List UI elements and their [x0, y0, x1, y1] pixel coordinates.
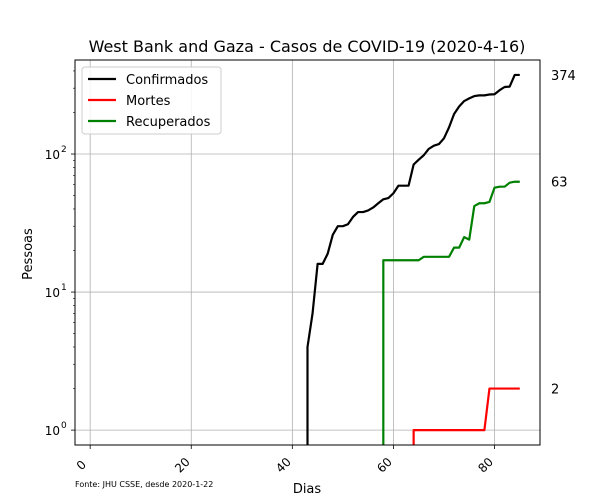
legend-label-confirmados: Confirmados — [126, 73, 208, 88]
end-label-recuperados: 63 — [551, 176, 568, 191]
footnote: Fonte: JHU CSSE, desde 2020-1-22 — [75, 480, 213, 489]
series-line-confirmados — [306, 73, 520, 445]
series-layer — [306, 73, 520, 445]
y-tick-label: 10 — [45, 148, 60, 162]
y-tick-label: 10 — [45, 424, 60, 438]
x-tick-label: 20 — [172, 455, 193, 476]
end-label-mortes: 2 — [551, 383, 559, 398]
legend-label-recuperados: Recuperados — [126, 115, 211, 130]
x-tick-label: 40 — [273, 455, 294, 476]
end-labels: 374 2 63 — [551, 69, 576, 398]
legend-box — [81, 66, 222, 135]
series-line-mortes — [412, 387, 520, 445]
x-tick-label: 0 — [74, 458, 89, 473]
end-label-confirmados: 374 — [551, 69, 576, 84]
x-tick-label: 60 — [374, 455, 395, 476]
plot-frame — [74, 59, 541, 446]
y-tick-exponent: 2 — [61, 145, 67, 155]
series-line-recuperados — [382, 180, 520, 445]
y-axis-label: Pessoas — [21, 228, 36, 280]
chart-title: West Bank and Gaza - Casos de COVID-19 (… — [89, 37, 526, 56]
y-tick-exponent: 1 — [61, 283, 67, 293]
legend-label-mortes: Mortes — [126, 94, 171, 109]
x-axis-label: Dias — [293, 482, 322, 497]
legend: Confirmados Mortes Recuperados — [81, 66, 222, 135]
y-tick-label: 10 — [45, 286, 60, 300]
x-tick-label: 80 — [475, 455, 496, 476]
y-tick-exponent: 0 — [61, 421, 67, 431]
